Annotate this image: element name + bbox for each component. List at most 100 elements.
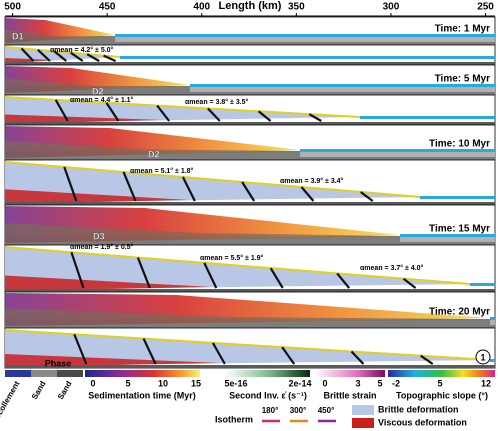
phase-swatch [57, 370, 83, 377]
tick-label: 500 [4, 2, 21, 13]
brittle-zone [5, 330, 490, 366]
shear-band [241, 181, 256, 202]
legend-tick: 0 [90, 378, 95, 388]
slope-line [4, 96, 361, 118]
shear-band [54, 99, 69, 122]
shear-band [63, 166, 78, 202]
legend-tick: 0 [322, 378, 327, 388]
sand-layer [190, 87, 495, 92]
slope-annotation: αmean = 3.9° ± 3.4° [280, 177, 344, 185]
shear-band [420, 354, 434, 365]
shear-band [257, 110, 272, 122]
shear-band [203, 262, 218, 289]
slope-annotation: αmean = 3.7° ± 4.0° [360, 264, 424, 272]
slope-annotation: αmean = 4.4° ± 1.1° [70, 96, 134, 104]
tick-label: 250 [477, 2, 494, 13]
brittle-zone [5, 247, 470, 290]
isotherm-item: 300° [290, 406, 307, 415]
brittle-zone [5, 162, 420, 203]
time-label: Time: 20 Myr [429, 307, 490, 318]
shear-band [122, 171, 137, 202]
tick-label: 450 [99, 2, 116, 13]
domain-label: D2 [92, 86, 104, 96]
shear-band [269, 267, 284, 289]
time-label: Time: 15 Myr [429, 224, 490, 235]
shear-band [86, 53, 100, 62]
shear-band [211, 342, 226, 365]
slope-line [4, 329, 491, 361]
shear-band [300, 186, 315, 202]
deformation-swatch [352, 405, 374, 415]
phase-item: Sand [30, 379, 48, 401]
brittle-zone [5, 97, 360, 123]
shear-band [103, 54, 117, 63]
strain-rate-bar [225, 370, 310, 377]
slope-line [4, 161, 421, 198]
legend-title: Phase [45, 358, 72, 368]
slope-line [4, 246, 471, 285]
legend-tick: 2e-14 [288, 378, 311, 388]
shear-band [360, 191, 374, 202]
isotherm-item: 180° [262, 406, 279, 415]
deformation-swatch [352, 418, 374, 428]
domain-label: D2 [148, 149, 160, 159]
time-label: Time: 1 Myr [435, 24, 490, 35]
shear-band [70, 51, 84, 62]
phase-item: Décollement [0, 379, 22, 425]
shear-band [308, 113, 322, 122]
sedimentation-bar [85, 370, 200, 377]
shear-band [181, 176, 196, 202]
axis-label: Length (km) [219, 0, 282, 12]
tick-label: 400 [193, 2, 210, 13]
legend-title: Topographic slope (°) [396, 390, 488, 400]
shear-band [350, 350, 365, 365]
sand-layer [115, 37, 495, 42]
strain-base [5, 62, 495, 65]
water-strip [120, 56, 495, 59]
legend-tick: 5 [377, 378, 382, 388]
strain-base [5, 202, 495, 205]
phase-item: Sand [56, 379, 74, 401]
water-strip [360, 116, 495, 119]
legend-tick: 10 [158, 378, 168, 388]
legend-title: Isotherm [215, 414, 253, 424]
legend-title: Second Inv. ε̇ (s⁻¹) [229, 390, 307, 400]
wedge-base [5, 140, 300, 158]
domain-label: D3 [93, 231, 105, 241]
slope-annotation: αmean = 3.8° ± 3.5° [185, 98, 249, 106]
water-strip [490, 317, 495, 320]
sand-layer [400, 237, 495, 242]
shear-band [336, 272, 350, 289]
legend-tick: 5 [125, 378, 130, 388]
domain-label: D1 [12, 31, 24, 41]
wedge-base [5, 223, 400, 243]
water-strip [300, 149, 495, 152]
basement-layer [5, 236, 495, 245]
viscous-zone [5, 275, 212, 291]
shear-band [281, 346, 296, 365]
isotherm-item: 450° [318, 406, 335, 415]
water-strip [490, 359, 495, 362]
shear-band [156, 104, 171, 122]
wedge-base [5, 78, 190, 93]
slope-annotation: αmean = 4.2° ± 5.0° [50, 46, 114, 54]
basement-layer [5, 151, 495, 160]
water-strip [115, 34, 495, 37]
phase-swatch [31, 370, 57, 377]
slope-annotation: αmean = 1.9° ± 0.5° [70, 243, 134, 251]
legend-tick: 5 [437, 378, 442, 388]
brittle-zone [5, 47, 120, 63]
brittle-strain-bar [315, 370, 385, 377]
deformation-item: Brittle deformation [378, 404, 459, 414]
viscous-zone [5, 189, 189, 204]
time-label: Time: 5 Myr [435, 74, 490, 85]
shear-band [207, 107, 221, 122]
water-strip [400, 234, 495, 237]
shear-band [402, 277, 417, 289]
shear-band [136, 257, 151, 289]
water-strip [470, 283, 495, 286]
legend-tick: 5e-16 [224, 378, 247, 388]
badge-circle [475, 349, 491, 365]
time-label: Time: 10 Myr [429, 139, 490, 150]
